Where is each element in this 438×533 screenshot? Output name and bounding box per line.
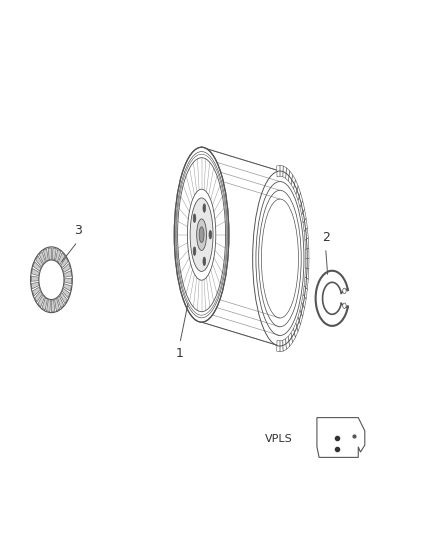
Ellipse shape: [174, 147, 229, 322]
Polygon shape: [35, 256, 43, 267]
Polygon shape: [42, 298, 47, 310]
Polygon shape: [64, 278, 72, 284]
Polygon shape: [277, 165, 280, 177]
Polygon shape: [53, 248, 57, 260]
Polygon shape: [64, 271, 71, 277]
Polygon shape: [62, 288, 70, 298]
Ellipse shape: [203, 204, 205, 212]
Polygon shape: [51, 300, 55, 312]
Ellipse shape: [199, 227, 204, 243]
Text: 1: 1: [176, 347, 184, 360]
Ellipse shape: [197, 219, 206, 251]
Polygon shape: [283, 339, 286, 351]
Polygon shape: [46, 300, 50, 312]
Polygon shape: [300, 302, 304, 317]
Ellipse shape: [343, 303, 346, 309]
Polygon shape: [291, 328, 295, 343]
Polygon shape: [280, 165, 283, 177]
Polygon shape: [305, 238, 309, 249]
Polygon shape: [305, 248, 309, 259]
Polygon shape: [60, 293, 67, 304]
Polygon shape: [32, 269, 39, 276]
Polygon shape: [303, 286, 307, 299]
Polygon shape: [302, 294, 306, 308]
Ellipse shape: [190, 198, 213, 271]
Ellipse shape: [193, 247, 196, 255]
Polygon shape: [64, 284, 71, 291]
Polygon shape: [293, 323, 298, 337]
Polygon shape: [304, 228, 308, 240]
Polygon shape: [300, 200, 304, 215]
Polygon shape: [56, 249, 61, 262]
Polygon shape: [283, 166, 286, 179]
Polygon shape: [35, 292, 42, 302]
Polygon shape: [31, 276, 39, 281]
Text: VPLS: VPLS: [265, 434, 293, 444]
Ellipse shape: [209, 230, 212, 239]
Ellipse shape: [203, 257, 205, 265]
Polygon shape: [39, 252, 46, 263]
Polygon shape: [55, 298, 60, 311]
Polygon shape: [304, 277, 308, 289]
Ellipse shape: [39, 260, 64, 300]
Polygon shape: [303, 218, 307, 231]
Polygon shape: [61, 257, 68, 268]
Polygon shape: [63, 264, 71, 272]
Ellipse shape: [193, 214, 196, 222]
Polygon shape: [293, 180, 298, 194]
Polygon shape: [288, 171, 293, 184]
Text: 2: 2: [321, 231, 329, 244]
Polygon shape: [288, 333, 293, 346]
Polygon shape: [302, 209, 306, 223]
Polygon shape: [291, 175, 295, 189]
Polygon shape: [280, 340, 283, 352]
Polygon shape: [305, 268, 309, 279]
Polygon shape: [286, 168, 290, 181]
Text: 3: 3: [74, 224, 81, 237]
Polygon shape: [277, 340, 280, 352]
Polygon shape: [298, 192, 303, 207]
Polygon shape: [305, 259, 309, 269]
Polygon shape: [48, 248, 51, 260]
Polygon shape: [33, 262, 41, 271]
Polygon shape: [286, 336, 290, 350]
Polygon shape: [38, 295, 45, 307]
Polygon shape: [57, 296, 64, 308]
Polygon shape: [32, 287, 40, 296]
Polygon shape: [296, 185, 300, 200]
Ellipse shape: [187, 189, 216, 280]
Polygon shape: [43, 249, 48, 261]
Ellipse shape: [343, 288, 346, 294]
Polygon shape: [58, 253, 65, 264]
Polygon shape: [317, 418, 365, 457]
Polygon shape: [298, 310, 303, 325]
Polygon shape: [296, 317, 300, 332]
Polygon shape: [32, 282, 39, 289]
